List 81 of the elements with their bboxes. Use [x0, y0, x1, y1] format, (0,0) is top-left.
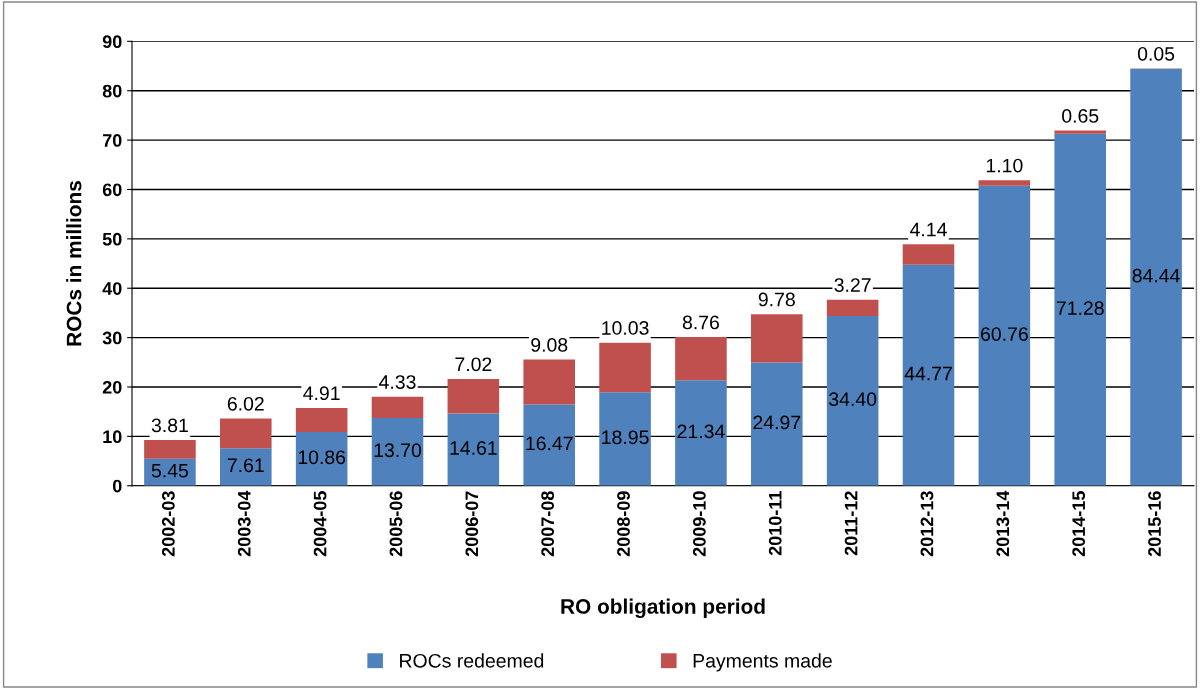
y-tick-label: 10 — [103, 430, 122, 444]
bar — [902, 264, 955, 486]
x-tick-label: 2004-05 — [313, 491, 327, 557]
data-label: 13.70 — [374, 443, 422, 458]
x-axis-title: RO obligation period — [561, 598, 765, 619]
x-tick-label: 2003-04 — [237, 490, 251, 557]
data-label: 21.34 — [677, 424, 725, 439]
bar — [1054, 130, 1107, 134]
bar — [371, 396, 424, 419]
y-tick-label: 30 — [102, 331, 122, 345]
y-tick-label: 20 — [102, 380, 122, 394]
x-tick-label: 2008-09 — [617, 491, 630, 557]
y-tick-label: 0 — [112, 479, 122, 493]
data-label: 1.10 — [986, 158, 1023, 173]
data-label: 34.40 — [829, 392, 877, 407]
data-label: 4.33 — [379, 375, 416, 389]
data-label: 8.76 — [682, 315, 719, 330]
data-label: 44.77 — [904, 366, 952, 381]
x-tick-label: 2015-16 — [1148, 491, 1161, 557]
data-label: 3.81 — [151, 418, 188, 433]
bar — [750, 362, 803, 486]
bar — [675, 380, 727, 486]
bar — [144, 440, 196, 459]
x-tick-label: 2014-15 — [1072, 491, 1086, 557]
y-tick-label: 40 — [102, 282, 122, 295]
data-label: 18.95 — [602, 430, 649, 445]
bar — [599, 392, 651, 486]
data-label: 14.61 — [450, 441, 497, 455]
bar — [1054, 133, 1107, 486]
bar — [295, 407, 348, 433]
x-tick-label: 2007-08 — [541, 491, 555, 557]
data-label: 6.02 — [227, 396, 264, 411]
x-tick-label: 2011-12 — [844, 491, 858, 556]
x-tick-label: 2013-14 — [996, 490, 1010, 557]
y-tick-label: 60 — [102, 183, 122, 197]
x-tick-label: 2009-10 — [692, 491, 706, 557]
bar — [978, 185, 1031, 486]
bar — [1130, 68, 1182, 486]
data-label: 84.44 — [1132, 268, 1180, 283]
x-tick-label: 2002-03 — [161, 491, 175, 557]
bar — [447, 413, 500, 486]
x-tick-label: 2005-06 — [389, 491, 403, 557]
legend-label: Payments made — [693, 653, 832, 672]
x-tick-label: 2012-13 — [920, 491, 934, 557]
bar — [675, 337, 727, 381]
data-label: 71.28 — [1056, 301, 1104, 315]
data-label: 4.14 — [910, 222, 947, 237]
data-label: 0.65 — [1062, 109, 1099, 123]
y-tick-label: 70 — [102, 134, 122, 147]
legend-label: ROCs redeemed — [400, 653, 544, 668]
data-label: 4.91 — [303, 386, 340, 401]
y-tick-label: 50 — [102, 232, 122, 246]
data-label: 10.86 — [298, 450, 346, 465]
bar — [219, 418, 272, 449]
bar — [371, 418, 424, 486]
data-label: 16.47 — [526, 436, 573, 451]
bar — [826, 315, 879, 486]
bar — [826, 299, 879, 316]
data-label: 9.78 — [758, 292, 795, 307]
y-tick-label: 90 — [102, 35, 122, 49]
data-label: 10.03 — [602, 321, 649, 335]
bar — [523, 359, 576, 405]
data-label: 5.45 — [151, 463, 189, 478]
bar — [978, 180, 1031, 186]
data-label: 7.02 — [455, 357, 492, 372]
data-label: 60.76 — [981, 327, 1028, 341]
bar — [750, 314, 803, 363]
data-label: 24.97 — [753, 415, 801, 430]
bar — [523, 404, 576, 486]
bar — [295, 432, 348, 486]
bar — [219, 448, 272, 486]
x-tick-label: 2010-11 — [768, 491, 782, 556]
x-tick-label: 2006-07 — [465, 491, 479, 557]
bar — [902, 244, 955, 265]
data-label: 3.27 — [834, 278, 871, 292]
data-label: 9.08 — [531, 338, 568, 352]
data-label: 0.05 — [1137, 46, 1175, 61]
data-label: 7.61 — [227, 458, 264, 473]
y-tick-label: 80 — [102, 84, 122, 98]
bar — [599, 342, 651, 393]
y-axis-title: ROCs in millions — [66, 181, 82, 346]
